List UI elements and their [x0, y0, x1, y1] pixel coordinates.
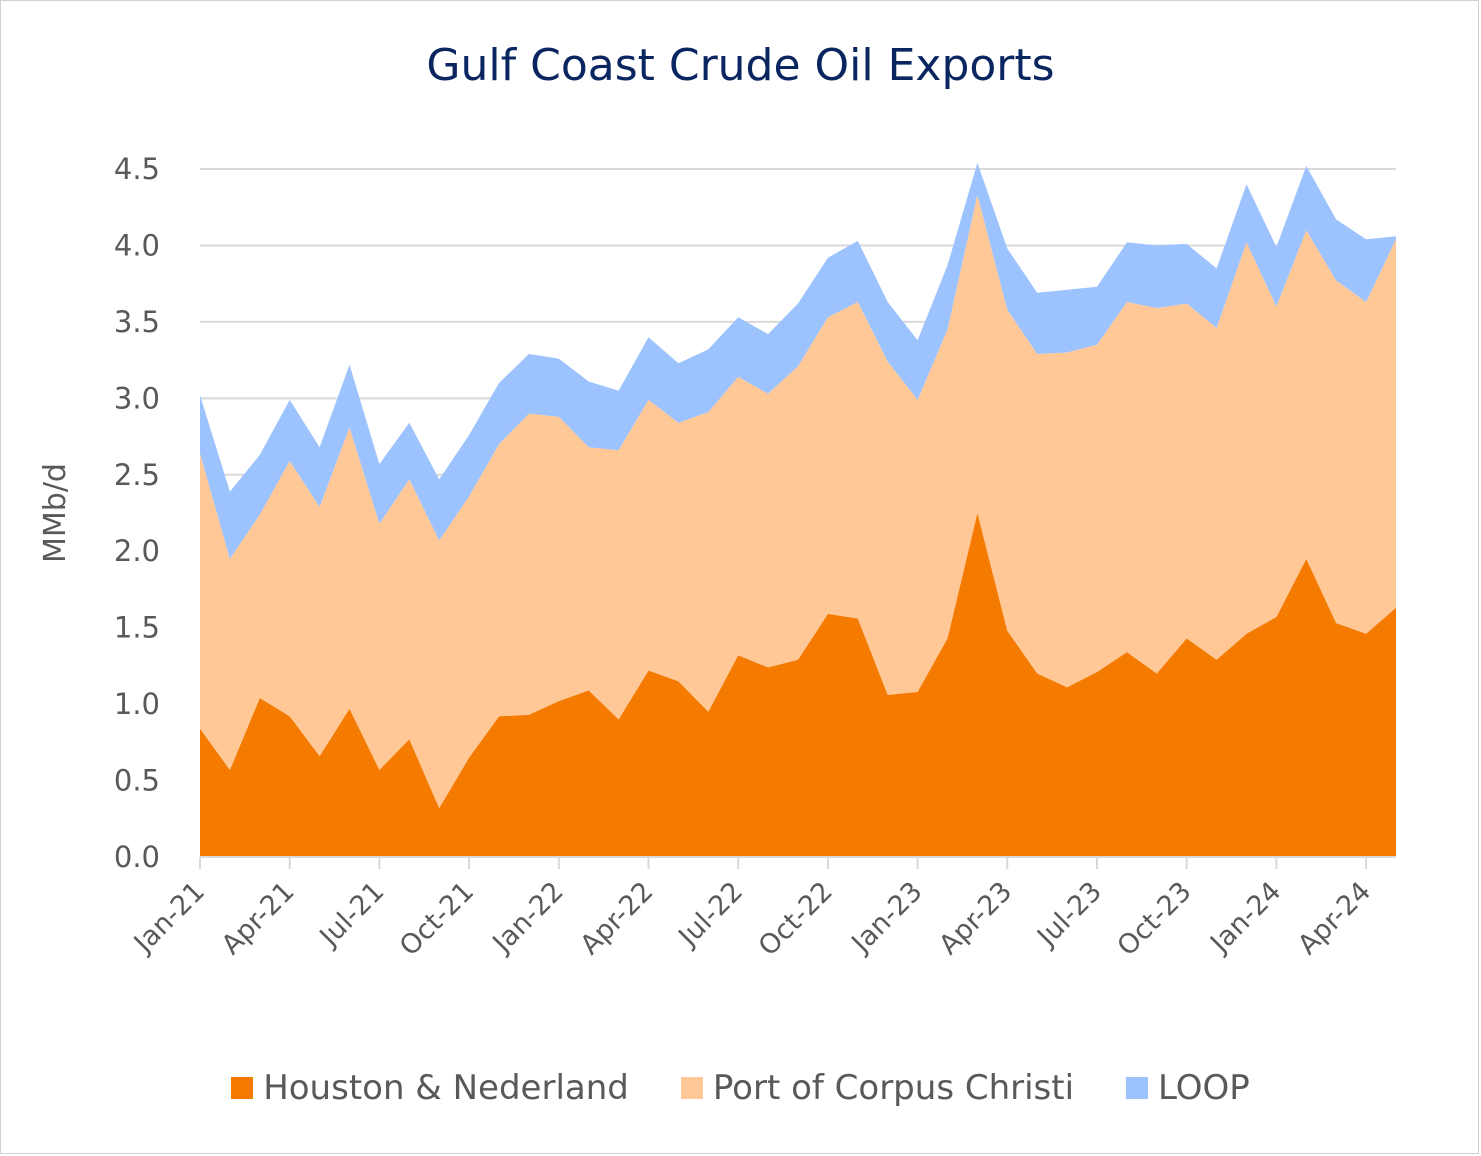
y-tick-label: 4.0 [114, 228, 160, 262]
y-tick-label: 3.0 [114, 381, 160, 415]
legend-swatch [231, 1077, 254, 1099]
y-tick-label: 3.5 [114, 305, 160, 339]
area-series-1 [200, 195, 1396, 809]
y-tick-label: 2.5 [114, 458, 160, 492]
legend-label: Port of Corpus Christi [712, 1068, 1075, 1108]
y-tick-label: 1.0 [114, 687, 160, 721]
x-tick-label: Jan-23 [845, 876, 929, 960]
area-series-2 [200, 162, 1396, 559]
y-tick-label: 0.0 [114, 840, 160, 874]
legend: Houston & Nederland Port of Corpus Christ… [0, 1068, 1481, 1108]
legend-item: LOOP [1126, 1068, 1250, 1108]
x-tick-label: Jan-21 [127, 876, 211, 960]
x-tick-label: Apr-23 [933, 876, 1018, 961]
x-tick-label: Jul-22 [672, 876, 750, 954]
y-tick-label: 2.0 [114, 534, 160, 568]
x-tick-label: Jul-23 [1030, 876, 1108, 954]
y-tick-label: 0.5 [114, 764, 160, 798]
legend-item: Port of Corpus Christi [680, 1068, 1075, 1108]
x-tick-label: Oct-23 [1112, 876, 1198, 962]
legend-item: Houston & Nederland [231, 1068, 629, 1108]
area-series-0 [200, 513, 1396, 857]
legend-swatch [1126, 1077, 1149, 1099]
x-tick-label: Oct-22 [753, 876, 839, 962]
area-series [200, 162, 1396, 857]
x-tick-label: Jan-22 [486, 876, 570, 960]
legend-label: LOOP [1158, 1068, 1250, 1108]
x-tick-label: Apr-21 [216, 876, 301, 961]
legend-label: Houston & Nederland [263, 1068, 629, 1108]
x-tick-label: Oct-21 [394, 876, 480, 962]
x-tick-label: Jan-24 [1203, 876, 1287, 960]
x-tick-label: Apr-24 [1292, 876, 1377, 961]
y-tick-label: 4.5 [114, 152, 160, 186]
chart-title: Gulf Coast Crude Oil Exports [426, 40, 1055, 91]
legend-swatch [680, 1077, 703, 1099]
y-tick-label: 1.5 [114, 611, 160, 645]
y-axis-title: MMb/d [38, 463, 73, 563]
x-tick-label: Apr-22 [575, 876, 660, 961]
x-tick-label: Jul-21 [313, 876, 391, 954]
